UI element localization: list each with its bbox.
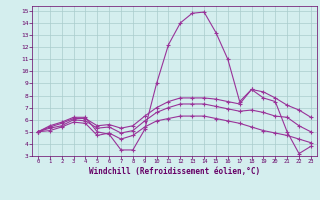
X-axis label: Windchill (Refroidissement éolien,°C): Windchill (Refroidissement éolien,°C) bbox=[89, 167, 260, 176]
